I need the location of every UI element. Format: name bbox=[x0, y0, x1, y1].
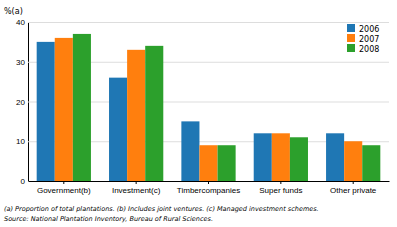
bar bbox=[290, 137, 308, 181]
bar bbox=[73, 34, 91, 181]
bar bbox=[145, 46, 163, 181]
x-axis: Government(b) Investment(c) Timbercompanie… bbox=[29, 181, 390, 195]
x-tick-label: Super funds bbox=[259, 186, 302, 195]
y-tick-label: 0 bbox=[21, 177, 26, 186]
tick-mark bbox=[208, 181, 209, 184]
legend-label: 2006 bbox=[359, 25, 379, 34]
bar bbox=[272, 133, 290, 181]
x-tick: Timbercompanies bbox=[177, 181, 240, 195]
grid-line bbox=[28, 22, 389, 23]
y-tick-label: 20 bbox=[16, 98, 25, 107]
series bbox=[73, 34, 380, 181]
x-tick-label: Other private bbox=[330, 186, 377, 195]
legend: 200620072008 bbox=[347, 24, 379, 54]
bar bbox=[55, 38, 73, 181]
y-tick: 40 bbox=[16, 18, 389, 27]
legend-swatch bbox=[347, 24, 355, 32]
bar bbox=[254, 133, 272, 181]
series bbox=[55, 38, 362, 181]
bar bbox=[362, 145, 380, 181]
x-tick: Government(b) bbox=[37, 181, 91, 195]
legend-item: 2008 bbox=[347, 44, 379, 54]
bar bbox=[326, 133, 344, 181]
x-tick: Investment(c) bbox=[112, 181, 161, 195]
legend-item: 2006 bbox=[347, 24, 379, 34]
bar bbox=[109, 78, 127, 181]
x-tick: Other private bbox=[330, 181, 377, 195]
bar bbox=[218, 145, 236, 181]
bar bbox=[37, 42, 55, 181]
plot: 0 10 20 30 40 Government(b) Investment(c) Timbe… bbox=[16, 18, 389, 195]
tick-mark bbox=[280, 181, 281, 184]
legend-label: 2008 bbox=[359, 45, 379, 54]
chart: 0 10 20 30 40 Government(b) Investment(c) Timbe… bbox=[0, 0, 397, 227]
bar bbox=[181, 121, 199, 181]
x-tick-label: Timbercompanies bbox=[177, 186, 240, 195]
y-tick-label: 10 bbox=[16, 137, 25, 146]
y-tick-label: 30 bbox=[16, 58, 25, 67]
tick-mark bbox=[63, 181, 64, 184]
x-tick-label: Investment(c) bbox=[112, 186, 161, 195]
legend-item: 2007 bbox=[347, 34, 379, 44]
footnote: (a) Proportion of total plantations. (b)… bbox=[4, 205, 319, 213]
footnote: Source: National Plantation Inventory, B… bbox=[4, 215, 213, 223]
tick-mark bbox=[136, 181, 137, 184]
x-tick-label: Government(b) bbox=[37, 186, 91, 195]
legend-label: 2007 bbox=[359, 35, 379, 44]
bar bbox=[199, 145, 217, 181]
y-axis-label: %(a) bbox=[4, 7, 23, 16]
bar bbox=[127, 50, 145, 181]
legend-swatch bbox=[347, 34, 355, 42]
y-axis: 0 10 20 30 40 bbox=[16, 18, 389, 186]
bar bbox=[344, 141, 362, 181]
x-tick: Super funds bbox=[259, 181, 302, 195]
bars bbox=[37, 34, 381, 181]
tick-mark bbox=[353, 181, 354, 184]
legend-swatch bbox=[347, 44, 355, 52]
y-tick-label: 40 bbox=[16, 18, 25, 27]
